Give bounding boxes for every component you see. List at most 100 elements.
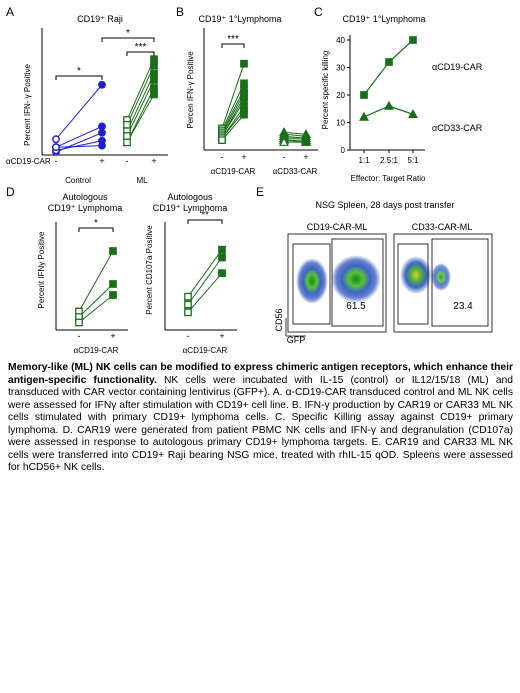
panel-e-plot1-gate-pos	[331, 238, 384, 327]
panel-a: A CD19⁺ Raji Percent IFN- γ Positive - +…	[6, 5, 168, 185]
panel-e-plot2-density-right	[431, 263, 451, 291]
paired-line	[126, 79, 155, 137]
panel-letter-a: A	[6, 5, 14, 19]
panel-c-title: CD19⁺ 1°Lymphoma	[342, 14, 425, 24]
point-post	[218, 245, 226, 254]
panel-a-row-label: αCD19-CAR	[6, 157, 51, 166]
point-post	[150, 61, 158, 70]
point-pre	[75, 318, 83, 327]
point-pre	[52, 135, 60, 144]
point-pre	[184, 292, 192, 301]
panel-d2-subtitle: CD19⁺ Lymphoma	[153, 203, 227, 213]
significance-label: *	[94, 218, 98, 229]
panel-e-plot1-gate-neg	[292, 243, 331, 325]
panel-c-xlabel: Effector: Target Ratio	[351, 174, 426, 183]
paired-line	[55, 125, 103, 148]
panel-d2-tick: -	[187, 331, 190, 341]
paired-line	[126, 94, 155, 143]
paired-line	[187, 272, 223, 313]
panel-b-title: CD19⁺ 1°Lymphoma	[198, 14, 281, 24]
panel-d1-tick: -	[78, 331, 81, 341]
panel-d1-title: Autologous	[62, 192, 108, 202]
paired-line	[283, 131, 307, 135]
significance-bracket	[187, 219, 223, 224]
panel-a-tick: -	[126, 156, 129, 166]
panel-b-marks: ***	[218, 34, 312, 146]
point-post	[300, 136, 312, 146]
significance-label: *	[126, 28, 130, 39]
y-tick-label: 30	[336, 64, 345, 73]
point-pre	[52, 143, 60, 152]
panel-a-group-ml: ML	[136, 176, 148, 185]
panel-b-group-cd33: αCD33-CAR	[273, 167, 318, 176]
panel-e-plot1-gate-value: 61.5	[346, 301, 366, 312]
panel-e-plot1-density-right	[331, 255, 381, 303]
panel-d2-ylabel: Percent CD107a Positive	[145, 225, 154, 315]
point-post	[150, 90, 158, 99]
panel-d1-ylabel: Percent IFNγ Positive	[37, 231, 46, 308]
series-point	[409, 36, 417, 44]
significance-label: **	[201, 210, 209, 221]
panel-d1-subtitle: CD19⁺ Lymphoma	[48, 203, 122, 213]
point-pre	[218, 136, 226, 145]
paired-line	[78, 294, 114, 323]
panel-a-title: CD19⁺ Raji	[77, 14, 123, 24]
panel-c-ylabel: Percent specific killing	[321, 51, 330, 130]
point-post	[98, 141, 106, 150]
paired-line	[126, 58, 155, 121]
point-post	[109, 247, 117, 255]
panel-b-group-cd19: αCD19-CAR	[211, 167, 256, 176]
panel-d2-title: Autologous	[167, 192, 213, 202]
panel-b-tick: -	[283, 152, 286, 162]
significance-label: ***	[135, 42, 147, 53]
series-point	[383, 100, 395, 110]
paired-line	[187, 257, 223, 305]
panel-e-ylabel: CD56	[274, 308, 284, 331]
point-post	[150, 55, 158, 64]
paired-line	[78, 283, 114, 318]
series-point	[358, 111, 370, 121]
series-label: αCD19-CAR	[432, 62, 483, 72]
panel-e-xlabel: GFP	[287, 335, 306, 345]
point-post	[240, 59, 248, 68]
series-point	[360, 91, 368, 99]
significance-label: *	[77, 66, 81, 77]
point-post	[98, 122, 106, 131]
panel-a-tick: +	[151, 156, 156, 166]
panel-letter-c: C	[314, 5, 323, 19]
paired-line	[126, 65, 155, 126]
panel-a-tick: -	[55, 156, 58, 166]
panel-e: E NSG Spleen, 28 days post transfer CD19…	[256, 185, 493, 345]
x-tick-label: 2.5:1	[380, 156, 398, 165]
panel-e-plot2-name: CD33-CAR-ML	[412, 222, 473, 232]
point-post	[218, 269, 226, 278]
significance-label: ***	[227, 34, 239, 45]
point-pre	[123, 138, 131, 147]
significance-bracket	[55, 75, 103, 80]
paired-line	[126, 73, 155, 132]
panel-b-ylabel: Percen IFN-γ Positive	[186, 51, 195, 129]
series-point	[385, 58, 393, 66]
panel-e-plot1-name: CD19-CAR-ML	[307, 222, 368, 232]
panel-e-plot1-density-left	[296, 258, 328, 304]
point-post	[150, 69, 158, 78]
paired-line	[55, 145, 103, 148]
panel-e-plot2-gate-pos	[431, 238, 489, 327]
y-tick-label: 20	[336, 91, 345, 100]
x-tick-label: 1:1	[358, 156, 370, 165]
panel-c: C CD19⁺ 1°Lymphoma Percent specific kill…	[314, 5, 483, 183]
significance-bracket	[221, 43, 245, 48]
panel-letter-b: B	[176, 5, 184, 19]
point-post	[109, 291, 117, 299]
point-post	[98, 128, 106, 137]
panel-b-tick: +	[241, 152, 246, 162]
paired-line	[221, 63, 245, 129]
panel-b-tick: -	[221, 152, 224, 162]
panel-b-tick: +	[303, 152, 308, 162]
point-pre	[123, 120, 131, 129]
panel-a-ylabel: Percent IFN- γ Positive	[23, 64, 32, 146]
panel-d2-tick: +	[219, 331, 224, 341]
panel-d2-row-label: αCD19-CAR	[183, 346, 228, 355]
panel-a-tick: +	[99, 156, 104, 166]
point-pre	[278, 136, 290, 146]
